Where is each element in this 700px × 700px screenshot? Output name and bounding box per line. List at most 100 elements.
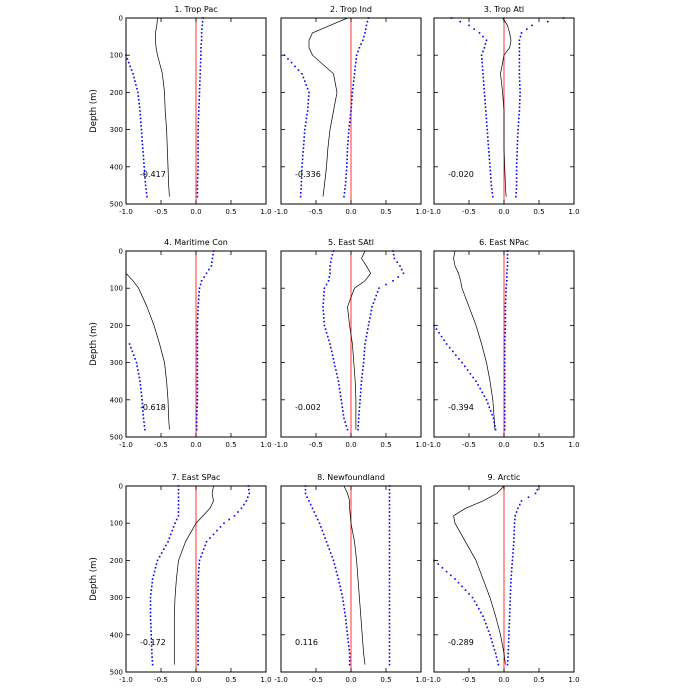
bound-upper-point (503, 402, 506, 405)
bound-upper-point (509, 604, 511, 606)
bound-upper-point (196, 395, 199, 397)
bound-lower-point (323, 317, 325, 319)
bound-lower-point (346, 630, 348, 632)
y-tick-label: 200 (110, 322, 123, 330)
bound-upper-point (195, 421, 198, 423)
bound-upper-point (198, 563, 200, 565)
panel-title: 4. Maritime Con (164, 238, 228, 247)
bound-lower-point (455, 354, 457, 356)
bound-lower-point (322, 533, 325, 536)
bound-upper-point (519, 503, 521, 506)
bound-lower-point (334, 365, 336, 368)
bound-lower-point (485, 622, 487, 625)
bound-upper-point (198, 102, 200, 105)
bound-upper-point (504, 298, 507, 301)
bound-upper-point (509, 593, 512, 595)
bound-lower-point (144, 428, 146, 431)
bound-lower-point (484, 99, 486, 101)
bound-upper-point (348, 128, 350, 131)
bound-lower-point (138, 376, 141, 379)
bound-upper-point (197, 611, 199, 614)
bound-upper-point (197, 113, 200, 116)
bound-upper-point (515, 162, 518, 164)
bound-lower-point (343, 608, 346, 610)
bound-lower-point (149, 615, 152, 617)
bound-lower-point (152, 574, 155, 577)
bound-upper-point (388, 663, 391, 666)
bound-upper-point (516, 136, 519, 138)
bound-upper-point (351, 91, 354, 94)
bound-upper-point (197, 143, 199, 146)
y-axis-title: Depth (m) (89, 89, 99, 133)
bound-lower-point (304, 125, 307, 127)
bound-upper-point (503, 406, 506, 408)
bound-upper-point (517, 507, 519, 510)
bound-lower-point (335, 373, 338, 375)
bound-upper-point (201, 28, 203, 30)
bound-lower-point (151, 578, 154, 580)
bound-lower-point (304, 488, 307, 491)
bound-lower-point (339, 585, 341, 588)
bound-lower-point (348, 656, 351, 658)
bound-lower-point (482, 80, 485, 82)
bound-upper-point (355, 54, 358, 56)
bound-lower-point (149, 619, 152, 621)
bound-lower-point (141, 136, 143, 138)
bound-lower-point (481, 61, 483, 64)
bound-upper-point (370, 309, 373, 312)
bound-lower-point (141, 140, 143, 142)
bound-lower-point (480, 611, 482, 614)
bound-upper-point (248, 488, 250, 491)
bound-upper-point (212, 253, 214, 256)
mean-profile-line (125, 273, 170, 430)
bound-upper-point (388, 496, 391, 498)
bound-upper-point (506, 663, 509, 666)
x-tick-label: -0.5 (309, 208, 323, 216)
bound-upper-point (199, 65, 202, 68)
bound-upper-point (519, 87, 521, 90)
bound-upper-point (518, 50, 521, 53)
bound-upper-point (518, 47, 521, 49)
bound-upper-point (205, 272, 208, 275)
bound-upper-point (197, 596, 199, 599)
bound-lower-point (143, 162, 145, 164)
bound-lower-point (322, 302, 325, 304)
x-tick-label: 0.5 (225, 208, 236, 216)
bound-lower-point (343, 417, 345, 420)
bound-lower-point (493, 648, 496, 651)
bound-upper-point (197, 162, 199, 164)
bound-upper-point (197, 619, 199, 621)
bound-lower-point (473, 28, 475, 30)
mean-profile-line (500, 17, 512, 197)
y-axis-title: Depth (m) (89, 322, 99, 366)
bound-lower-point (497, 663, 500, 666)
correlation-value-label: -0.618 (140, 403, 166, 412)
bound-upper-point (355, 61, 357, 64)
bound-upper-point (509, 600, 511, 603)
panel-2: 2. Trop Ind -1.0 -0.5 0.0 0.5 1.0 -0.336 (274, 5, 426, 216)
bound-upper-point (518, 61, 521, 64)
bound-upper-point (197, 140, 199, 142)
bound-upper-point (359, 399, 361, 401)
bound-upper-point (504, 306, 507, 308)
bound-upper-point (243, 503, 245, 506)
bound-lower-point (304, 128, 306, 131)
bound-lower-point (150, 622, 152, 625)
bound-lower-point (468, 593, 470, 595)
mean-profile-line (453, 485, 506, 665)
bound-upper-point (196, 192, 199, 194)
bound-upper-point (503, 380, 506, 382)
bound-upper-point (397, 276, 399, 278)
bound-upper-point (392, 253, 395, 256)
bound-upper-point (507, 656, 509, 658)
bound-upper-point (508, 622, 511, 625)
bound-upper-point (515, 195, 517, 198)
correlation-value-label: -0.336 (295, 170, 321, 179)
bound-lower-point (150, 630, 152, 632)
bound-upper-point (344, 188, 346, 190)
bound-upper-point (517, 128, 519, 131)
bound-upper-point (506, 272, 508, 275)
bound-lower-point (338, 387, 341, 390)
bound-upper-point (518, 65, 521, 68)
bound-upper-point (388, 652, 391, 655)
